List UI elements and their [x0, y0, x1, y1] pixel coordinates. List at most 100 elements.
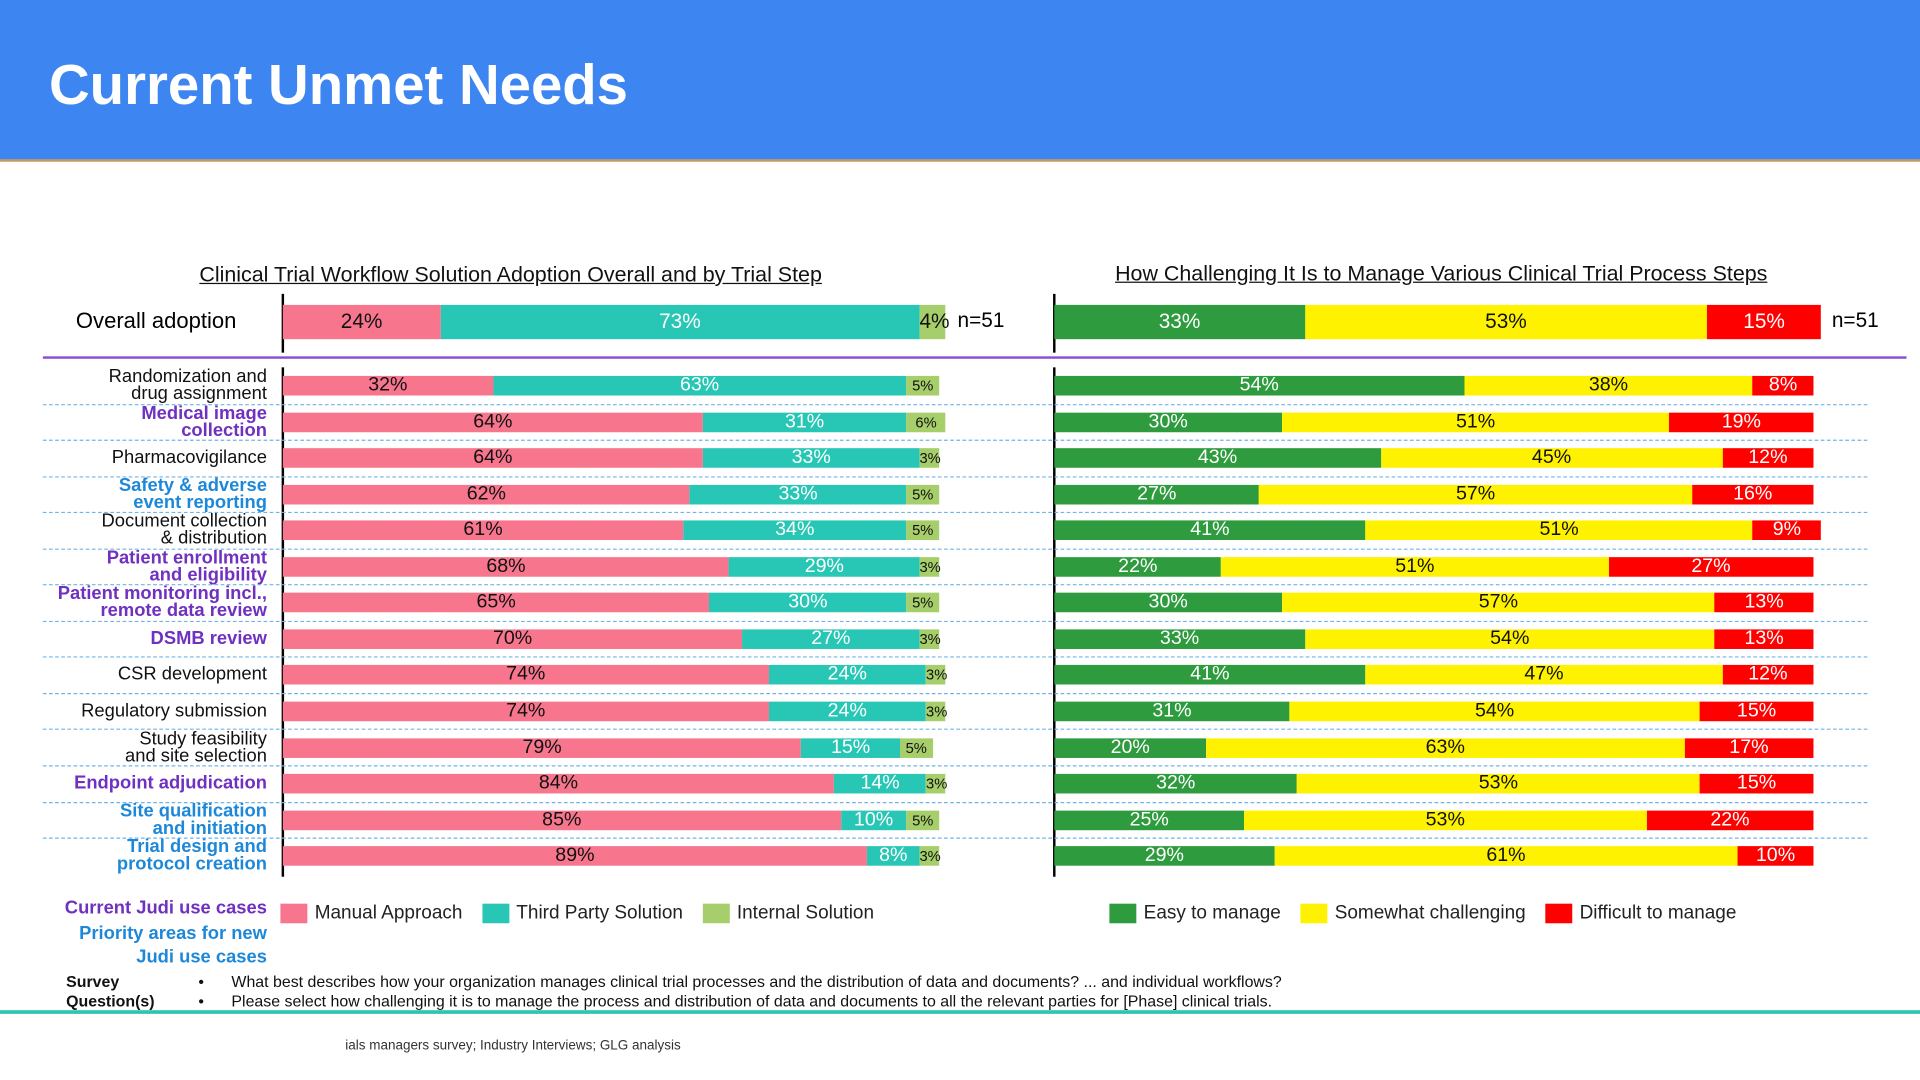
- row-label: Study feasibility and site selection: [125, 727, 267, 766]
- divider-line: [42, 356, 1907, 359]
- legend-swatch-easy: [1109, 903, 1137, 924]
- bar-segment-manual: 74%: [282, 701, 769, 722]
- row-separator: [42, 475, 1868, 478]
- left-chart-title: Clinical Trial Workflow Solution Adoptio…: [199, 262, 822, 287]
- row-separator: [42, 692, 1868, 695]
- bar-segment-easy: 41%: [1054, 520, 1366, 541]
- page-title: Current Unmet Needs: [48, 52, 629, 117]
- row-separator: [42, 837, 1868, 839]
- bar-segment-third-party: 34%: [683, 520, 907, 541]
- bar-segment-difficult: 12%: [1722, 665, 1814, 685]
- row-label: Medical image collection: [141, 402, 267, 441]
- bar-segment-difficult: 27%: [1608, 556, 1814, 577]
- bar-segment-difficult: 10%: [1737, 846, 1814, 866]
- legend-third-party: Third Party Solution: [516, 902, 683, 924]
- bar-segment-somewhat: 54%: [1289, 701, 1700, 722]
- bar-segment-difficult: 15%: [1707, 304, 1822, 340]
- bar-segment-somewhat: 57%: [1282, 592, 1715, 613]
- bar-segment-difficult: 15%: [1699, 701, 1814, 722]
- row-label: Patient enrollment and eligibility: [106, 547, 267, 586]
- bar-segment-somewhat: 63%: [1206, 737, 1685, 758]
- row-separator: [42, 548, 1868, 550]
- bar-segment-difficult: 16%: [1691, 484, 1814, 505]
- survey-question-2: Please select how challenging it is to m…: [231, 991, 1273, 1011]
- row-label: Safety & adverse event reporting: [118, 474, 267, 513]
- bar-segment-internal: 6%: [906, 412, 946, 432]
- bar-segment-manual: 70%: [282, 629, 743, 649]
- bar-segment-difficult: 13%: [1714, 629, 1814, 649]
- bar-segment-somewhat: 38%: [1464, 375, 1753, 396]
- bar-segment-third-party: 10%: [840, 810, 907, 830]
- legend-swatch-difficult: [1545, 903, 1573, 924]
- left-axis: [281, 367, 284, 877]
- survey-label: Survey: [66, 972, 120, 991]
- bar-segment-difficult: 12%: [1722, 448, 1814, 468]
- bar-segment-somewhat: 61%: [1274, 846, 1738, 866]
- bar-segment-third-party: 14%: [834, 773, 927, 794]
- bar-segment-manual: 85%: [282, 810, 841, 830]
- bar-segment-somewhat: 51%: [1221, 556, 1609, 577]
- bullet-2: •: [198, 991, 204, 1011]
- bar-segment-manual: 89%: [282, 846, 867, 866]
- bar-segment-internal: 5%: [906, 484, 940, 505]
- bar-segment-manual: 32%: [282, 375, 493, 396]
- bar-segment-somewhat: 53%: [1244, 810, 1647, 830]
- key-priority-areas: Priority areas for new Judi use cases: [79, 923, 267, 968]
- bar-segment-manual: 64%: [282, 448, 703, 468]
- legend-easy: Easy to manage: [1143, 902, 1281, 924]
- row-separator: [42, 403, 1868, 405]
- legend-swatch-internal: [702, 903, 730, 924]
- right-chart-title: How Challenging It Is to Manage Various …: [1115, 260, 1768, 286]
- bar-segment-somewhat: 47%: [1365, 665, 1723, 685]
- bar-segment-third-party: 27%: [742, 629, 920, 649]
- header-bar: Current Unmet Needs: [0, 0, 1920, 162]
- bar-segment-manual: 84%: [282, 773, 835, 794]
- bar-segment-third-party: 8%: [866, 846, 920, 866]
- bar-segment-somewhat: 54%: [1304, 629, 1715, 649]
- footer-line: [0, 1010, 1920, 1014]
- right-axis: [1053, 367, 1055, 877]
- bar-segment-third-party: 24%: [768, 665, 927, 685]
- bar-segment-third-party: 63%: [492, 375, 907, 396]
- row-separator: [42, 584, 1868, 586]
- bar-segment-manual: 64%: [282, 411, 703, 432]
- row-label: Trial design and protocol creation: [116, 836, 267, 875]
- bar-segment-internal: 3%: [919, 629, 941, 649]
- bar-segment-internal: 3%: [926, 665, 948, 685]
- bar-segment-easy: 29%: [1054, 846, 1275, 866]
- bar-segment-internal: 5%: [906, 810, 940, 830]
- bar-segment-third-party: 31%: [702, 411, 907, 432]
- legend-swatch-manual: [280, 903, 308, 924]
- row-separator: [42, 765, 1868, 767]
- bar-segment-somewhat: 51%: [1365, 520, 1753, 541]
- row-label: Site qualification and initiation: [119, 800, 267, 839]
- bar-segment-internal: 3%: [926, 701, 948, 722]
- bar-segment-manual: 62%: [282, 484, 690, 505]
- bar-segment-difficult: 22%: [1646, 810, 1814, 830]
- bar-segment-difficult: 13%: [1714, 592, 1814, 613]
- bar-segment-easy: 22%: [1054, 556, 1222, 577]
- bar-segment-manual: 68%: [282, 556, 730, 577]
- row-label: Regulatory submission: [81, 700, 267, 722]
- bar-segment-manual: 74%: [282, 665, 769, 685]
- bar-segment-easy: 41%: [1054, 665, 1366, 685]
- row-separator: [42, 801, 1868, 803]
- overall-adoption-label: Overall adoption: [75, 308, 237, 334]
- row-label: CSR development: [117, 664, 267, 685]
- bar-segment-easy: 25%: [1054, 810, 1245, 830]
- bar-segment-internal: 3%: [919, 846, 941, 866]
- bar-segment-somewhat: 51%: [1282, 411, 1670, 432]
- row-label: DSMB review: [150, 627, 267, 649]
- row-label: Endpoint adjudication: [74, 772, 267, 794]
- bar-segment-third-party: 30%: [709, 592, 907, 613]
- row-separator: [42, 620, 1868, 622]
- bar-segment-third-party: 15%: [801, 737, 900, 758]
- left-n-label: n=51: [957, 308, 1005, 332]
- bar-segment-internal: 3%: [919, 448, 941, 468]
- row-separator: [42, 656, 1868, 658]
- bar-segment-easy: 33%: [1054, 304, 1305, 340]
- row-separator: [42, 439, 1868, 441]
- bar-segment-somewhat: 57%: [1259, 484, 1692, 505]
- row-label: Pharmacovigilance: [111, 447, 267, 468]
